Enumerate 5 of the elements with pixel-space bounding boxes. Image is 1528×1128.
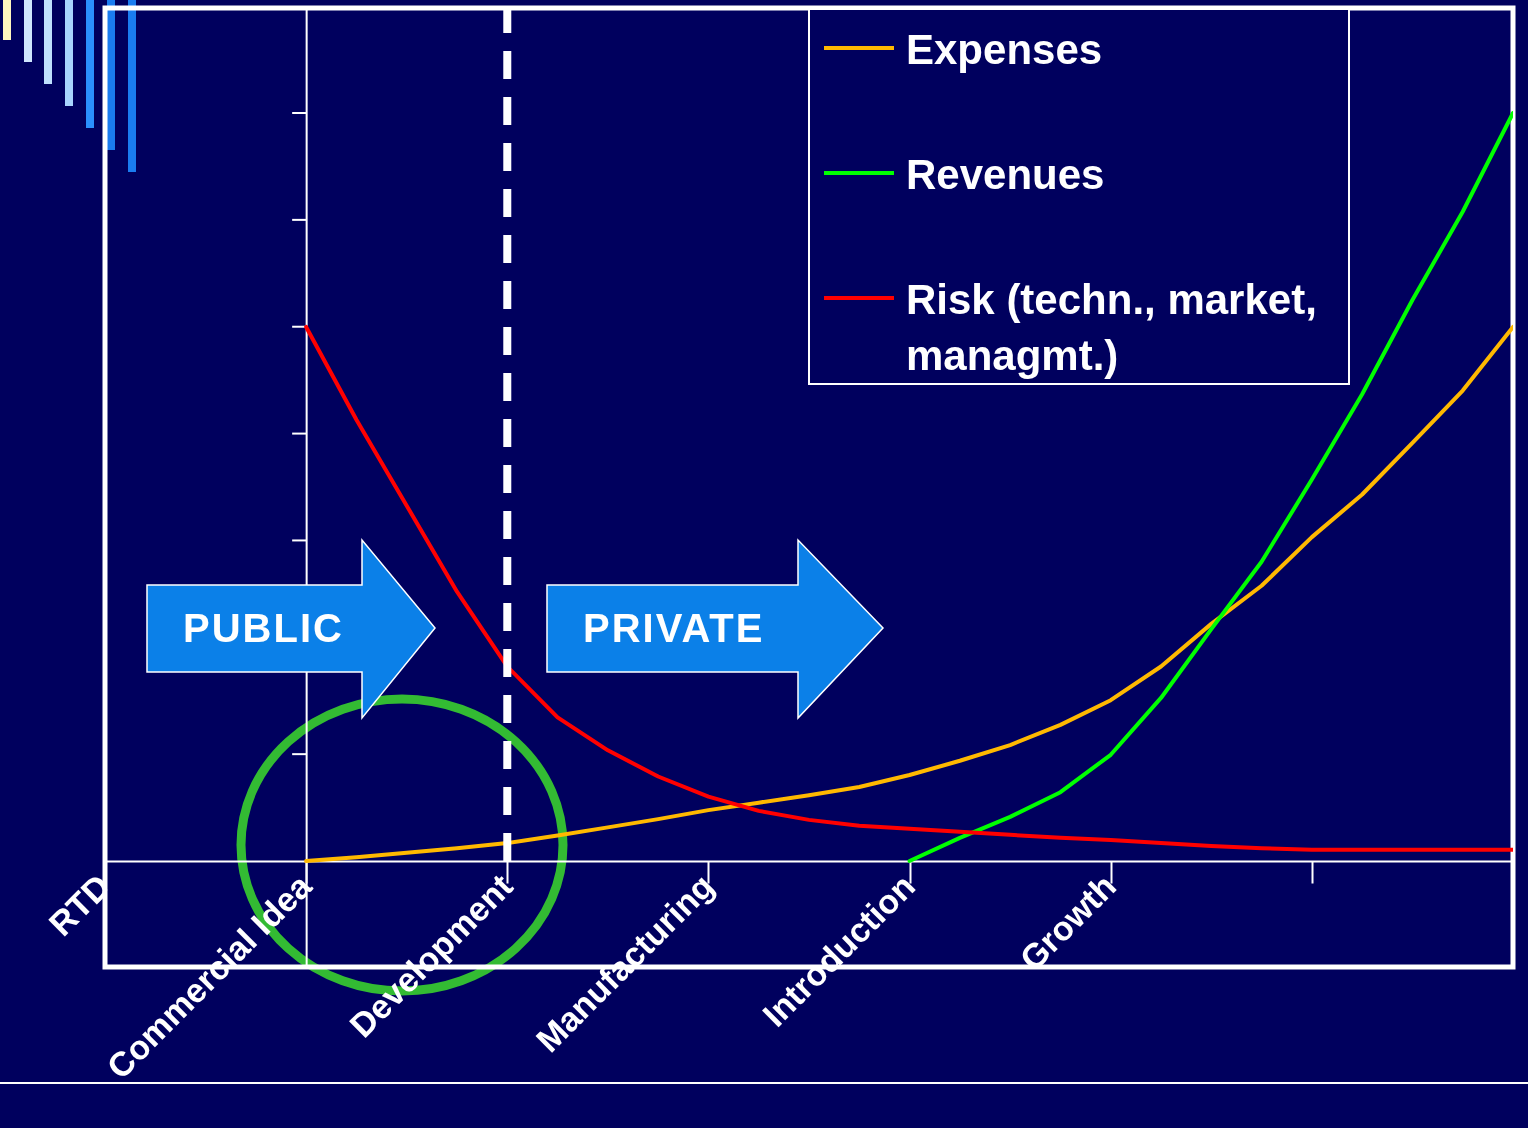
legend-label: Expenses [906,25,1104,75]
legend-label: Risk (techn., market, managmt.) [906,275,1318,381]
legend-label: Revenues [906,150,1106,200]
annotation: PUBLIC [183,606,344,650]
annotation: PRIVATE [583,606,765,650]
